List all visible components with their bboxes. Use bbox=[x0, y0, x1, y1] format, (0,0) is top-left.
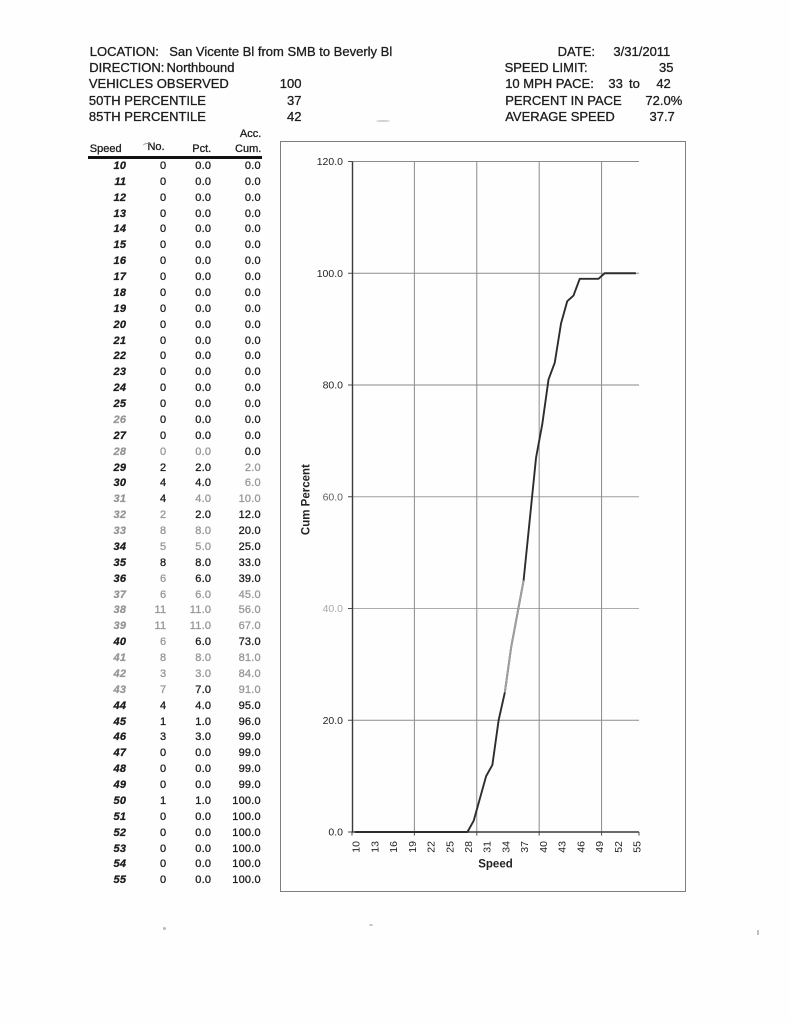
svg-text:40.0: 40.0 bbox=[323, 603, 344, 615]
svg-text:13: 13 bbox=[369, 841, 381, 853]
svg-text:22: 22 bbox=[426, 841, 438, 853]
svg-text:40: 40 bbox=[538, 841, 550, 853]
svg-text:46: 46 bbox=[575, 841, 587, 853]
svg-text:20.0: 20.0 bbox=[323, 715, 344, 727]
svg-text:120.0: 120.0 bbox=[317, 156, 343, 168]
svg-text:49: 49 bbox=[594, 841, 606, 853]
svg-text:28: 28 bbox=[463, 841, 475, 853]
svg-text:60.0: 60.0 bbox=[323, 491, 344, 503]
svg-text:Speed: Speed bbox=[478, 859, 513, 871]
svg-text:0.0: 0.0 bbox=[328, 827, 343, 839]
svg-text:55: 55 bbox=[631, 841, 643, 853]
svg-text:34: 34 bbox=[500, 841, 512, 853]
svg-text:43: 43 bbox=[557, 841, 569, 853]
svg-text:80.0: 80.0 bbox=[323, 380, 344, 392]
svg-text:19: 19 bbox=[407, 841, 419, 853]
svg-text:52: 52 bbox=[613, 841, 625, 853]
svg-text:31: 31 bbox=[482, 841, 494, 853]
svg-text:25: 25 bbox=[444, 841, 456, 853]
svg-text:10: 10 bbox=[351, 841, 363, 853]
svg-text:16: 16 bbox=[388, 841, 400, 853]
svg-text:Cum Percent: Cum Percent bbox=[301, 464, 313, 535]
svg-text:100.0: 100.0 bbox=[317, 268, 343, 280]
svg-text:37: 37 bbox=[519, 841, 531, 853]
